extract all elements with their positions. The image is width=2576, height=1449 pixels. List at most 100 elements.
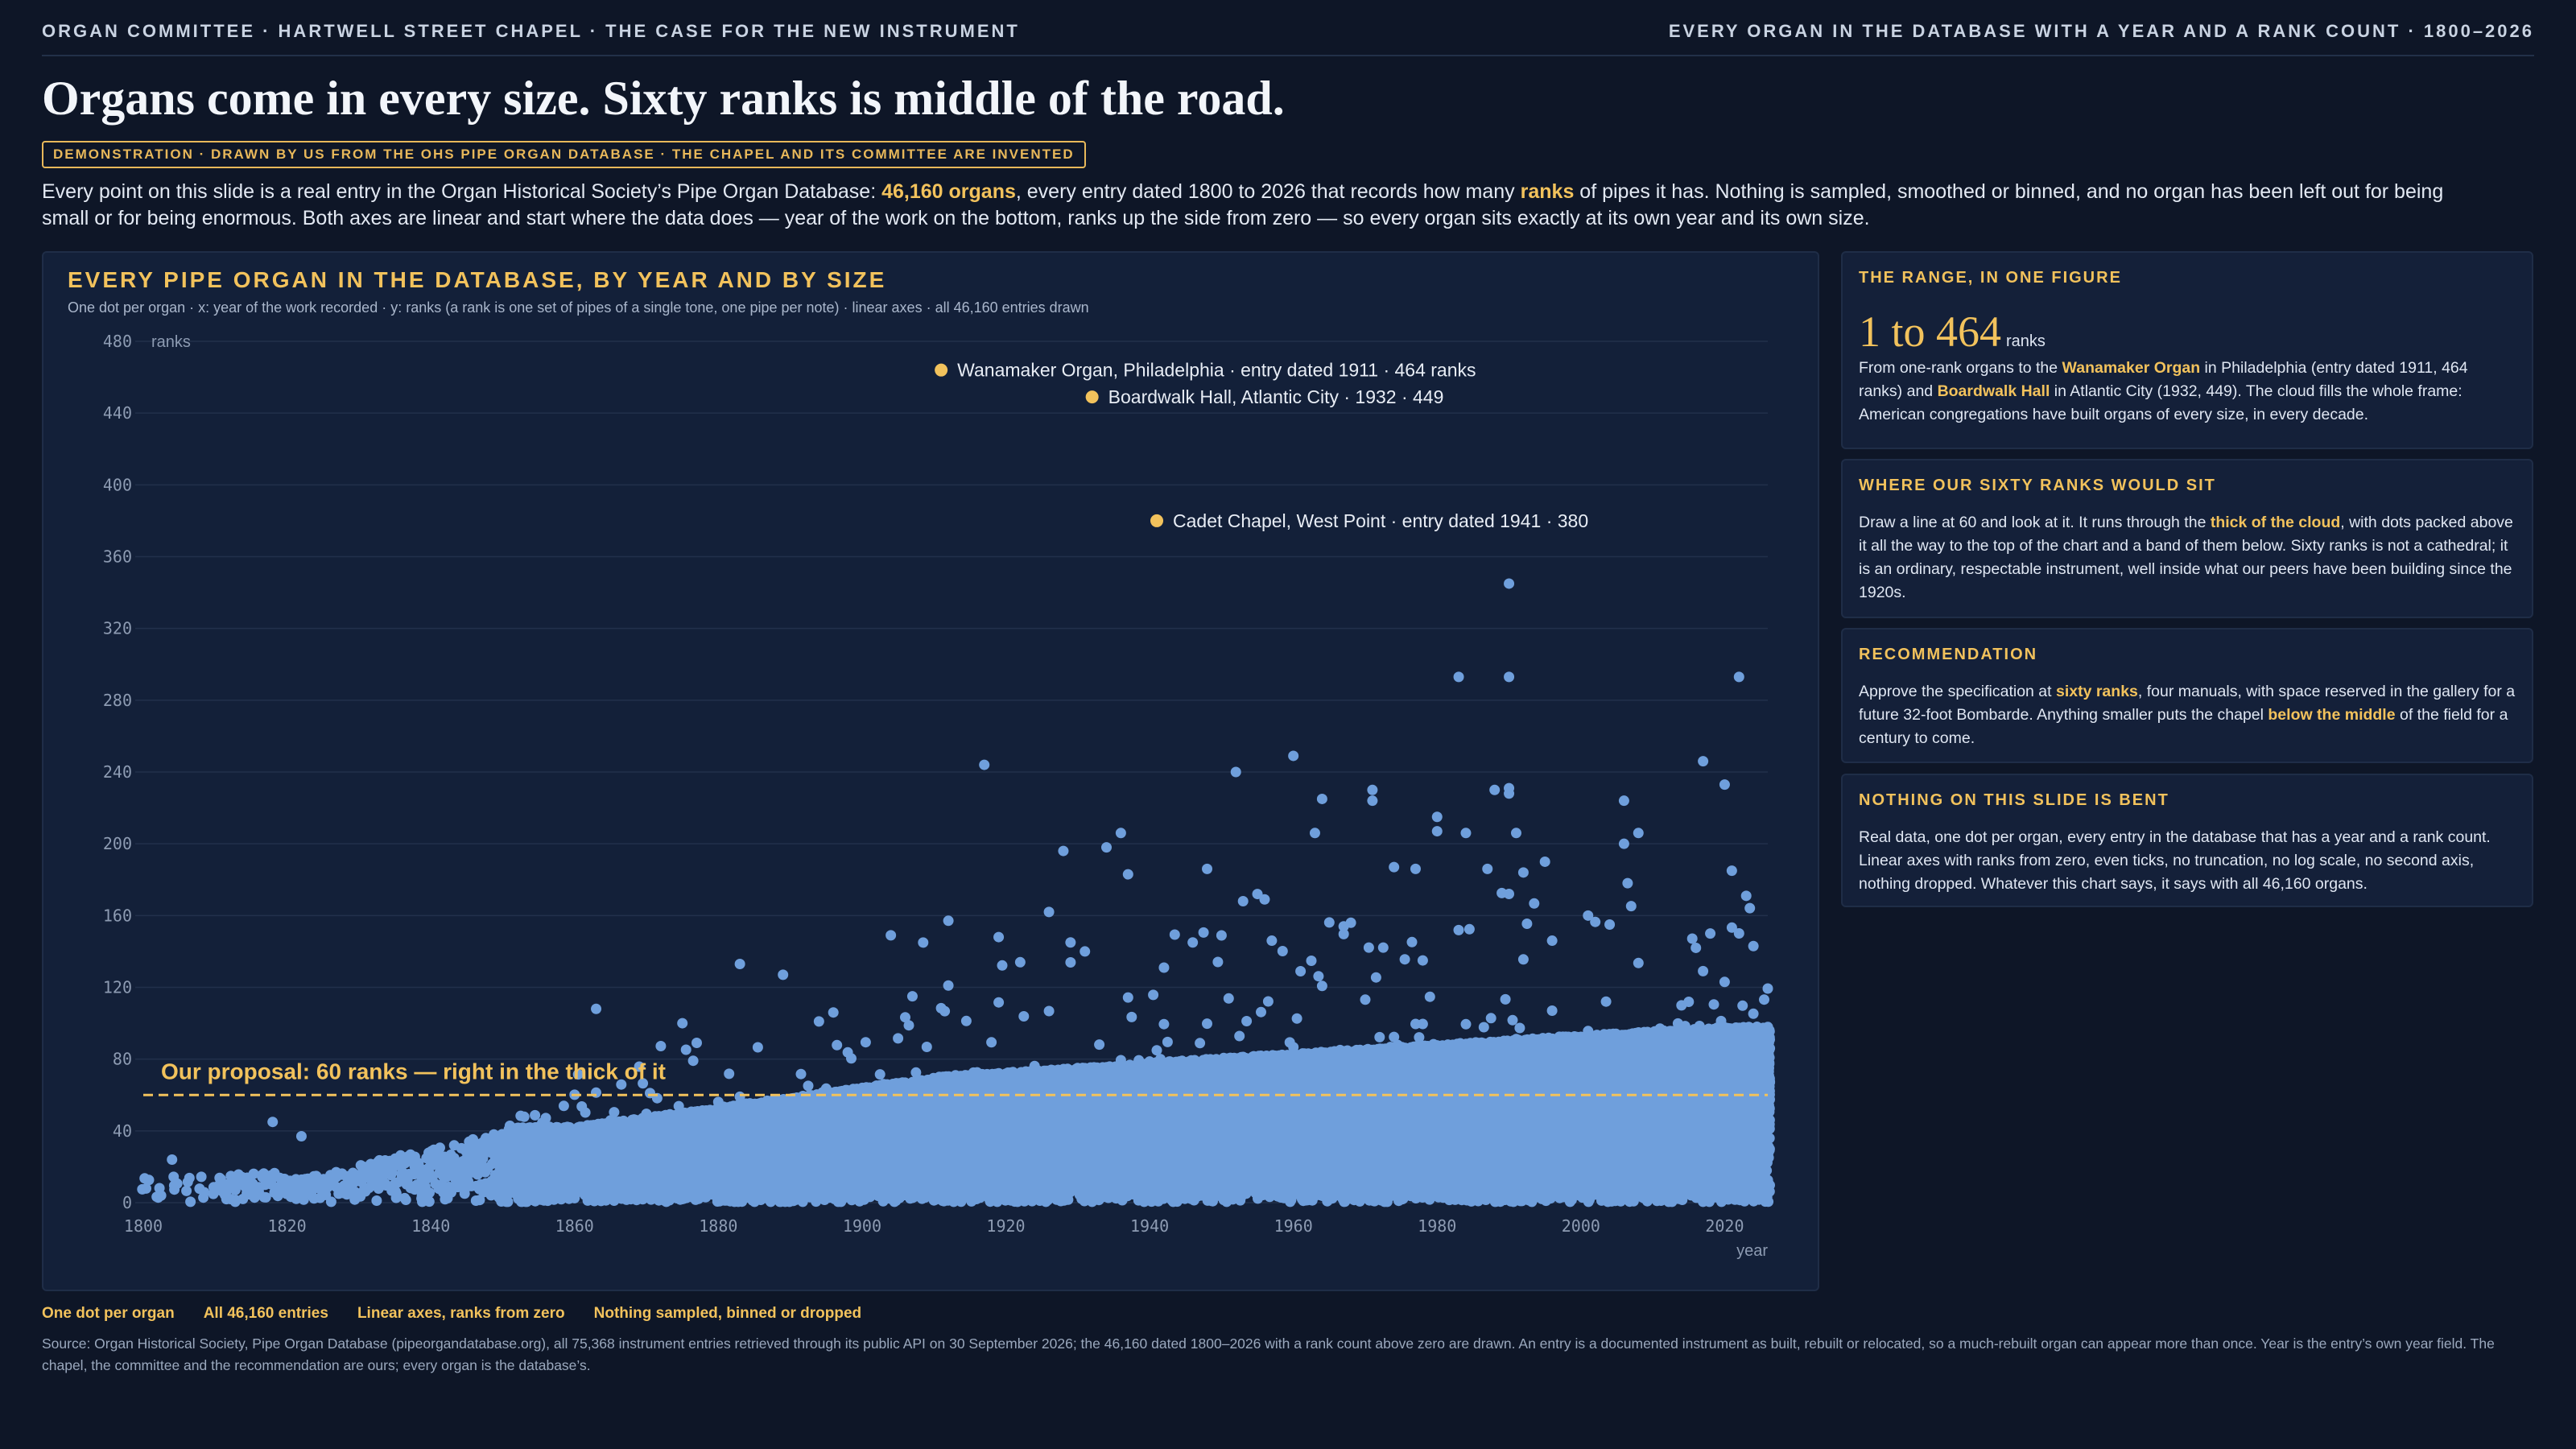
card-highlight: Boardwalk Hall [1937,382,2050,400]
organ-point [1259,894,1270,905]
card-highlight: below the middle [2268,706,2396,724]
x-axis-label: year [1736,1242,1768,1260]
x-tick-label: 1880 [699,1216,737,1236]
organ-point [1618,838,1629,849]
source-note: Source: Organ Historical Society, Pipe O… [42,1335,2495,1373]
header-left: ORGAN COMMITTEE · HARTWELL STREET CHAPEL… [42,21,1020,41]
organ-point [1504,788,1515,799]
organ-point [1740,890,1752,902]
organ-point [1410,863,1421,874]
footer-tag: Linear axes, ranks from zero [357,1305,565,1322]
highlight-point [1085,390,1099,404]
lede-text: Every point on this slide is a real entr… [42,180,882,203]
x-tick-label: 1940 [1130,1216,1169,1236]
organ-point [295,1131,307,1142]
card-text: Draw a line at 60 and look at it. It run… [1859,514,2211,531]
highlight-point-label: Cadet Chapel, West Point · entry dated 1… [1173,510,1588,531]
card-sixty-ranks: WHERE OUR SIXTY RANKS WOULD SIT Draw a l… [1841,459,2533,618]
organ-point [979,759,990,770]
chart-panel: EVERY PIPE ORGAN IN THE DATABASE, BY YEA… [42,251,1819,1291]
organ-point [1345,917,1356,928]
organ-point-cloud [137,877,1776,1208]
card-range-title: THE RANGE, IN ONE FIGURE [1859,269,2122,287]
card-sixty-text: Draw a line at 60 and look at it. It run… [1859,511,2516,605]
organ-point [1417,955,1428,966]
organ-point [1583,910,1594,921]
y-tick-label: 480 [103,332,132,351]
organ-point [1080,946,1091,957]
footer-tag: Nothing sampled, binned or dropped [593,1305,862,1322]
organ-point [1187,937,1199,948]
organ-point [1546,935,1558,947]
y-axis-label: ranks [151,333,191,351]
organ-point [1309,828,1320,839]
organ-point [677,1018,688,1029]
organ-point [1058,845,1069,857]
organ-point [1482,863,1493,874]
card-recommendation-title: RECOMMENDATION [1859,646,2038,663]
organ-point [1604,919,1616,930]
card-nothing-bent-title: NOTHING ON THIS SLIDE IS BENT [1859,791,2169,809]
card-range-text: From one-rank organs to the Wanamaker Or… [1859,357,2516,427]
organ-point [1726,865,1737,877]
organ-point [1122,869,1133,880]
lede-highlight-count: 46,160 organs [881,180,1016,203]
footer-tag: One dot per organ [42,1305,175,1322]
x-tick-label: 1900 [843,1216,881,1236]
organ-point [1504,578,1515,589]
organ-point [734,959,745,970]
range-unit: ranks [2006,332,2046,350]
card-highlight: Wanamaker Organ [2062,359,2201,377]
lede-highlight-ranks: ranks [1520,180,1575,203]
range-figure: 1 to 464 ranks [1859,307,2516,357]
chart-title: EVERY PIPE ORGAN IN THE DATABASE, BY YEA… [68,267,887,292]
organ-point [1719,779,1730,791]
card-text: in Philadelphia (entry dated 1911, 464 r… [1859,359,2468,400]
organ-point [1431,826,1443,837]
organ-point [1367,795,1378,807]
card-range: THE RANGE, IN ONE FIGURE 1 to 464 ranks F… [1841,251,2533,449]
organ-point [943,980,954,991]
organ-point [1539,856,1550,867]
card-nothing-bent: NOTHING ON THIS SLIDE IS BENT Real data,… [1841,774,2533,907]
reference-line-label: Our proposal: 60 ranks — right in the th… [161,1059,666,1084]
organ-point [1288,750,1299,762]
y-tick-label: 0 [122,1193,132,1212]
organ-point [267,1117,279,1128]
organ-point [1316,793,1327,804]
range-value: 1 to 464 [1859,308,2002,356]
card-highlight: sixty ranks [2055,683,2138,700]
chart-subtitle: One dot per organ · x: year of the work … [68,299,1089,316]
x-tick-label: 1840 [411,1216,450,1236]
x-tick-label: 1800 [124,1216,163,1236]
card-recommendation-text: Approve the specification at sixty ranks… [1859,680,2516,750]
organ-point [1389,861,1400,873]
y-tick-label: 160 [103,906,132,925]
card-text: , four manuals, with space reserved in t… [1859,683,2516,724]
organ-point [1202,863,1213,874]
y-tick-label: 280 [103,691,132,710]
organ-point [1690,942,1702,953]
organ-point [1633,828,1644,839]
x-tick-label: 1920 [986,1216,1025,1236]
highlight-point-label: Boardwalk Hall, Atlantic City · 1932 · 4… [1108,386,1444,407]
card-text: Approve the specification at [1859,683,2056,700]
organ-point [1367,784,1378,795]
x-tick-label: 1960 [1274,1216,1313,1236]
organ-point [906,991,918,1002]
x-tick-label: 2020 [1705,1216,1744,1236]
y-tick-label: 440 [103,403,132,423]
organ-point [1748,940,1759,952]
organ-point [1043,906,1055,918]
organ-point [1266,935,1278,947]
y-tick-label: 40 [113,1121,132,1141]
x-tick-label: 1860 [555,1216,594,1236]
organ-point [1115,828,1126,839]
organ-point [591,1003,602,1014]
card-text: of the field for a century to come. [1859,706,2508,747]
y-tick-label: 200 [103,834,132,853]
organ-point [1705,928,1716,939]
organ-point [231,1172,242,1183]
organ-point-cloud-dots [137,877,1776,1208]
highlight-point [935,363,948,377]
